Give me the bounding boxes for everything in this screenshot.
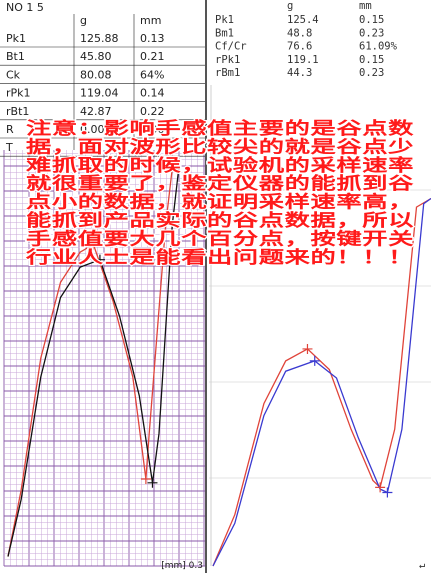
left-row-mm: 0.22 (140, 105, 165, 118)
right-row-g: 44.3 (287, 67, 312, 79)
left-row-g: 0.00 (80, 123, 105, 136)
left-row-g: 119.04 (80, 87, 119, 100)
left-row-label: Ck (6, 68, 21, 81)
right-row-mm: 0.15 (359, 54, 384, 66)
left-row-label: Pk1 (6, 32, 26, 45)
left-row-label: R (6, 123, 14, 136)
series-line-red (7, 168, 173, 557)
right-markers (302, 343, 393, 498)
cross-marker (88, 239, 99, 250)
cross-marker (94, 254, 105, 265)
left-axis-corner-label: [mm] 0.3 (161, 561, 203, 571)
overlay-text-line: 就很重要了，鉴定仪器的能抓到谷 (26, 173, 414, 193)
left-row-label: rBt1 (6, 105, 29, 118)
left-curves (7, 168, 180, 557)
cross-marker (375, 482, 386, 493)
right-row-mm: 0.15 (359, 14, 384, 26)
series-line-black (7, 168, 180, 557)
left-row-mm: 0.00 (140, 123, 165, 136)
series-line-red (212, 197, 431, 567)
overlay-text-line: 手感值要大几个百分点，按键开关 (26, 228, 414, 248)
right-curves (212, 197, 431, 567)
right-header-mm: mm (359, 0, 372, 12)
right-header-g: g (287, 0, 293, 12)
left-row-label: T (5, 141, 13, 154)
left-row-g: 80.08 (80, 68, 112, 81)
overlay-text-line: 注意：影响手感值主要的是谷点数 (26, 118, 414, 138)
cross-marker (147, 477, 158, 488)
cross-marker (302, 343, 313, 354)
left-row-label: Bt1 (6, 50, 25, 63)
left-row-mm: 64% (140, 68, 164, 81)
left-row-g: 125.88 (80, 32, 119, 45)
overlay-text-line: 点小的数据，就证明采样速率高， (26, 192, 414, 212)
right-grid (209, 85, 431, 566)
overlay-text-line: 行业人士是能看出问题来的！！！ (24, 247, 414, 267)
right-row-mm: 61.09% (359, 41, 398, 53)
left-chart-panel: NO 1 5 g mm Pk1 125.88 0.13 Bt1 45.80 0.21 Ck 8… (0, 0, 207, 573)
left-row-label: rPk1 (6, 87, 31, 100)
right-corner-mark: ↵ (419, 559, 425, 571)
left-header-g: g (80, 14, 87, 27)
right-row-g: 48.8 (287, 27, 312, 39)
right-row-mm: 0.23 (359, 27, 384, 39)
left-title: NO 1 5 (6, 1, 44, 14)
overlay-text-line: 能抓到产品实际的谷点数据，所以 (26, 210, 414, 230)
cross-marker (309, 355, 320, 366)
right-row-g: 119.1 (287, 54, 319, 66)
right-chart-panel: g mm Pk1 125.4 0.15 Bm1 48.8 0.23 Cf/Cr 76.6 61.… (209, 0, 431, 573)
left-grid (3, 150, 205, 567)
cross-marker (382, 487, 393, 498)
overlay-text-line: 难抓取的时候，试验机的采样速率 (24, 155, 414, 175)
left-row-mm: 0.13 (140, 32, 165, 45)
series-line-blue (212, 197, 431, 567)
right-row-mm: 0.23 (359, 67, 384, 79)
left-header-mm: mm (140, 14, 161, 27)
left-chart-svg: NO 1 5 g mm Pk1 125.88 0.13 Bt1 45.80 0.21 Ck 8… (0, 0, 205, 567)
right-row-g: 76.6 (287, 41, 312, 53)
left-readout-table: NO 1 5 g mm Pk1 125.88 0.13 Bt1 45.80 0.21 Ck 8… (0, 0, 205, 157)
overlay-text-block: 注意：影响手感值主要的是谷点数据，面对波形比较尖的就是谷点少难抓取的时候，试验机… (23, 117, 414, 268)
right-readout-table: g mm Pk1 125.4 0.15 Bm1 48.8 0.23 Cf/Cr 76.6 61.… (215, 0, 398, 79)
right-row-g: 125.4 (287, 14, 319, 26)
left-row-mm: 0.21 (140, 50, 165, 63)
right-chart-svg: g mm Pk1 125.4 0.15 Bm1 48.8 0.23 Cf/Cr 76.6 61.… (209, 0, 431, 571)
right-row-label: Pk1 (215, 14, 234, 26)
right-row-label: Cf/Cr (215, 41, 247, 53)
right-row-label: rBm1 (215, 67, 240, 79)
left-markers (88, 239, 158, 488)
cross-marker (140, 474, 151, 485)
left-row-g: 45.80 (80, 50, 112, 63)
overlay-text-line: 据，面对波形比较尖的就是谷点少 (26, 136, 414, 156)
left-row-g: 42.87 (80, 105, 112, 118)
left-row-mm: 0.14 (140, 87, 165, 100)
right-row-label: rPk1 (215, 54, 240, 66)
right-row-label: Bm1 (215, 27, 234, 39)
